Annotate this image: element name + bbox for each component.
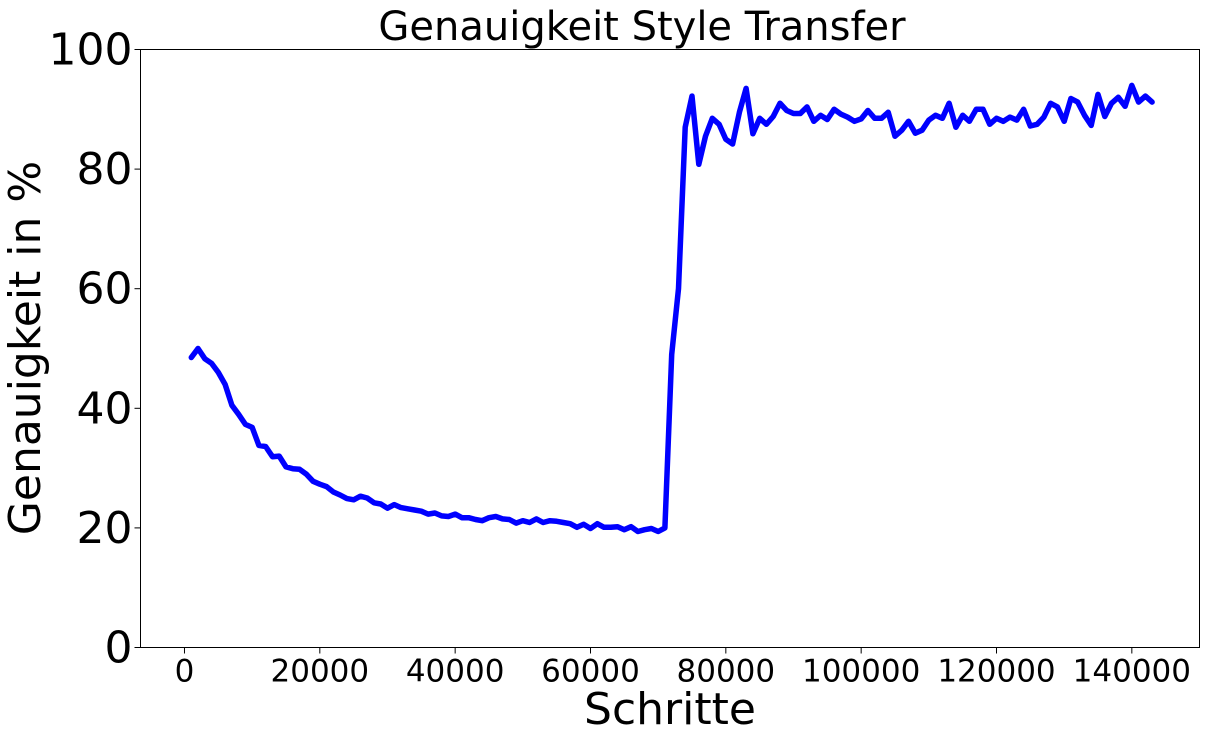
x-tick-label: 120000: [937, 654, 1055, 690]
axis-ticks: 0 20000 40000 60000 80000 100000 120000 140000 0…: [49, 25, 1191, 690]
y-tick-label: 0: [105, 623, 133, 674]
y-axis-label: Genauigkeit in %: [0, 161, 51, 535]
y-tick-label: 100: [49, 25, 133, 76]
plot-frame: [140, 49, 1200, 648]
x-tick-label: 0: [175, 654, 195, 690]
y-tick-label: 40: [77, 383, 133, 434]
chart-title: Genauigkeit Style Transfer: [378, 4, 906, 50]
x-tick-label: 80000: [677, 654, 776, 690]
x-tick-label: 40000: [406, 654, 505, 690]
y-tick-label: 80: [77, 144, 133, 195]
x-tick-label: 100000: [802, 654, 920, 690]
x-axis-label: Schritte: [584, 684, 756, 735]
x-tick-label: 140000: [1073, 654, 1191, 690]
y-tick-label: 60: [77, 264, 133, 315]
x-tick-label: 60000: [541, 654, 640, 690]
x-tick-label: 20000: [271, 654, 370, 690]
series-line: [188, 82, 1155, 535]
y-tick-label: 20: [77, 503, 133, 554]
